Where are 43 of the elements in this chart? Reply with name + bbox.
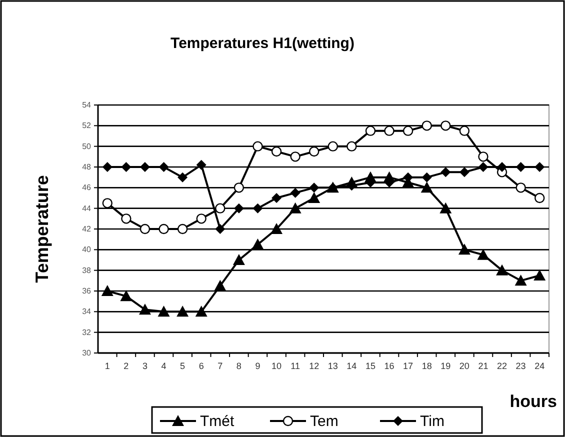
x-tick-label: 20 xyxy=(459,361,470,371)
y-tick-label: 30 xyxy=(82,348,92,358)
y-tick-label: 42 xyxy=(82,224,92,234)
legend-label: Tim xyxy=(420,413,444,430)
x-tick-label: 19 xyxy=(440,361,451,371)
legend-label: Tmét xyxy=(200,413,235,430)
x-tick-label: 14 xyxy=(346,361,357,371)
y-tick-label: 34 xyxy=(82,307,92,316)
x-tick-label: 11 xyxy=(290,361,300,371)
y-tick-label: 36 xyxy=(82,286,92,296)
y-tick-label: 46 xyxy=(82,183,92,192)
x-tick-label: 18 xyxy=(422,361,432,371)
chart-title: Temperatures H1(wetting) xyxy=(170,35,354,52)
x-tick-label: 17 xyxy=(403,361,414,371)
x-axis-title: hours xyxy=(510,392,557,411)
x-tick-label: 10 xyxy=(272,361,282,371)
y-tick-label: 48 xyxy=(82,162,92,172)
y-tick-label: 32 xyxy=(82,328,92,337)
x-tick-label: 5 xyxy=(180,361,186,371)
x-tick-label: 15 xyxy=(365,361,376,371)
x-tick-label: 22 xyxy=(497,361,508,371)
x-tick-label: 13 xyxy=(328,361,338,371)
y-tick-label: 40 xyxy=(82,245,92,254)
legend-label: Tem xyxy=(310,413,338,430)
x-tick-label: 24 xyxy=(534,361,545,371)
x-tick-label: 6 xyxy=(198,361,204,371)
x-tick-label: 8 xyxy=(236,361,242,371)
y-tick-label: 38 xyxy=(82,266,92,275)
x-tick-label: 7 xyxy=(218,361,223,371)
y-tick-label: 54 xyxy=(82,100,92,110)
x-tick-label: 16 xyxy=(384,361,394,371)
x-tick-label: 23 xyxy=(516,361,526,371)
x-tick-label: 12 xyxy=(309,361,320,371)
y-tick-label: 44 xyxy=(82,204,92,213)
x-tick-label: 2 xyxy=(124,361,129,371)
x-tick-label: 9 xyxy=(255,361,260,371)
x-tick-label: 21 xyxy=(478,361,488,371)
y-tick-label: 52 xyxy=(82,121,92,130)
y-axis-title: Temperature xyxy=(32,175,52,283)
x-tick-label: 3 xyxy=(142,361,148,371)
y-tick-label: 50 xyxy=(82,142,92,151)
x-tick-label: 1 xyxy=(104,361,110,371)
x-tick-label: 4 xyxy=(161,361,166,371)
